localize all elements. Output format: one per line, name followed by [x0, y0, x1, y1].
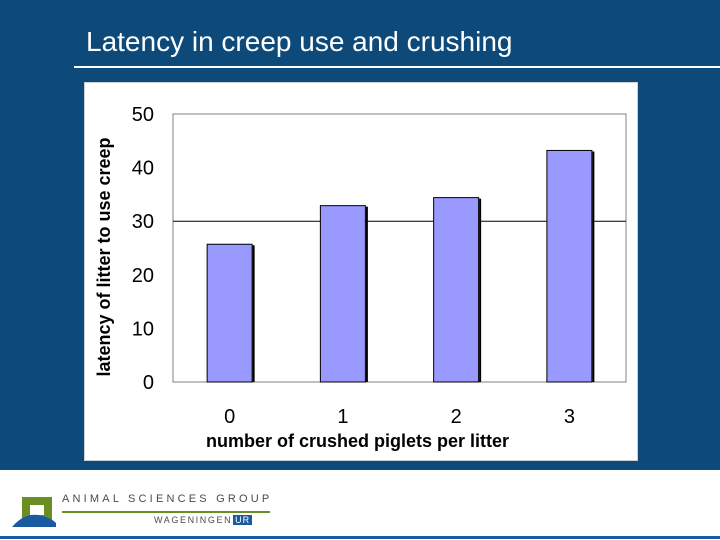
organization-subname-text: WAGENINGEN [154, 515, 233, 525]
x-tick-label: 1 [337, 406, 348, 428]
logo-underline [62, 511, 270, 513]
x-tick-label: 0 [224, 406, 235, 428]
animal-sciences-group-logo-icon [12, 497, 56, 527]
y-tick-label: 50 [132, 104, 154, 126]
bar [433, 197, 480, 383]
footer [0, 470, 720, 540]
y-tick-label: 30 [132, 211, 154, 233]
x-tick-label: 3 [564, 406, 575, 428]
y-tick-label: 20 [132, 265, 154, 287]
bar-chart: 0 10 20 30 40 50 0 1 2 3 number of crushed piglets… [94, 104, 627, 451]
y-tick-label: 40 [132, 158, 154, 180]
bar [319, 205, 366, 383]
y-axis-label: latency of litter to use creep [94, 137, 114, 376]
title-divider [74, 66, 720, 68]
y-tick-label: 10 [132, 318, 154, 340]
bar [546, 149, 593, 383]
x-axis-label: number of crushed piglets per litter [206, 431, 509, 451]
slide-title: Latency in creep use and crushing [86, 26, 513, 57]
y-tick-label: 0 [143, 372, 154, 394]
footer-divider [0, 536, 720, 539]
organization-subname-badge: UR [233, 515, 253, 525]
bar [206, 243, 253, 383]
organization-name: ANIMAL SCIENCES GROUP [62, 493, 273, 505]
x-tick-label: 2 [451, 406, 462, 428]
organization-subname: WAGENINGEN UR [154, 515, 253, 525]
